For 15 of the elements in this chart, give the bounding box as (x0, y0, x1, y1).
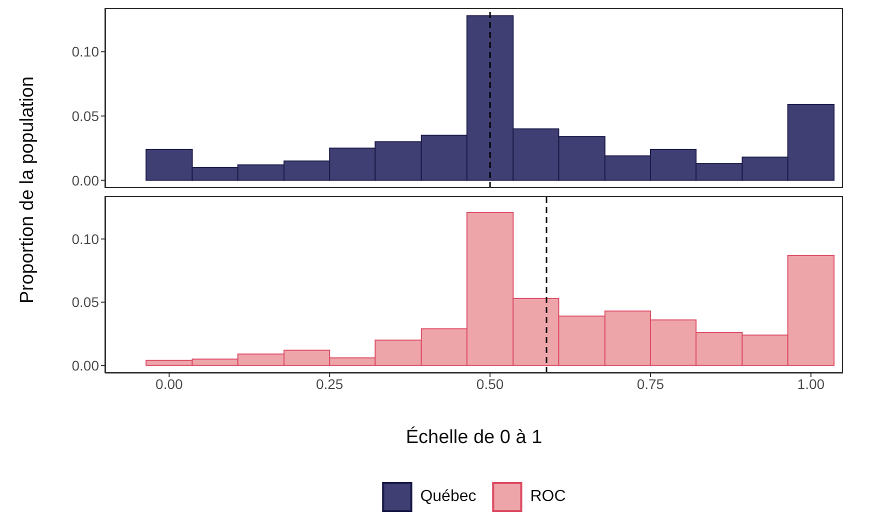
x-tick-label: 0.50 (476, 376, 504, 392)
x-tick-label: 0.25 (316, 376, 344, 392)
x-tick-label: 0.75 (636, 376, 664, 392)
x-tick-label: 1.00 (797, 376, 825, 392)
y-tick-label: 0.00 (72, 357, 100, 374)
y-tick-label: 0.05 (72, 294, 100, 310)
y-axis-title: Proportion de la population (17, 76, 39, 304)
x-tick-label: 0.00 (156, 376, 184, 392)
y-tick-label: 0.10 (72, 44, 100, 60)
legend-label: ROC (530, 488, 566, 506)
y-tick-label: 0.00 (72, 172, 100, 188)
x-axis-title: Échelle de 0 à 1 (406, 427, 542, 449)
y-tick-label: 0.05 (72, 108, 100, 124)
legend-label: Québec (420, 488, 476, 506)
y-tick-label: 0.10 (72, 230, 100, 247)
